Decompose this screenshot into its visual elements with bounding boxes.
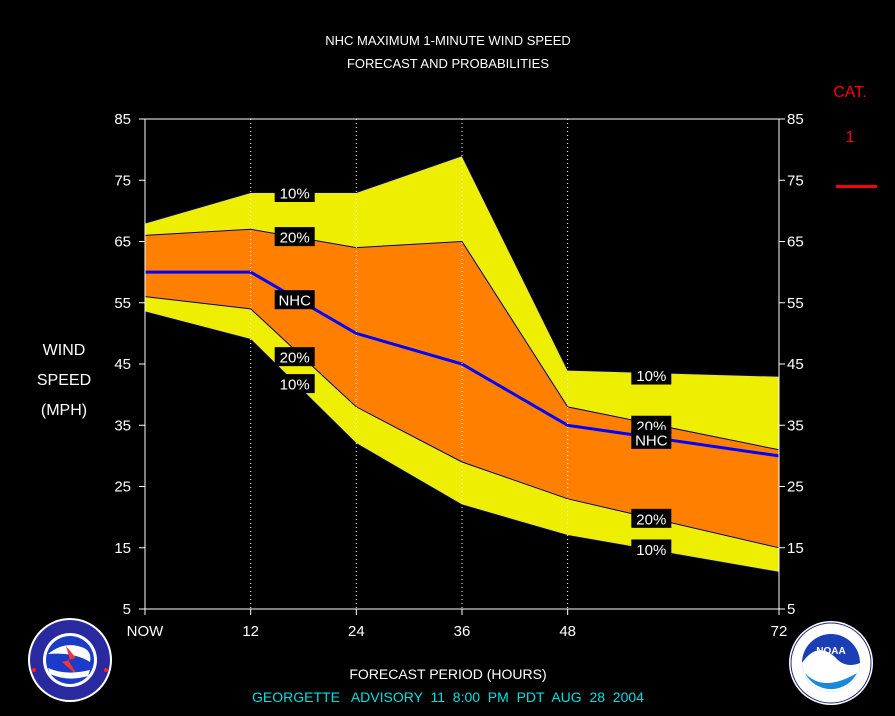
lower-10-edge: [144, 311, 780, 573]
x-gridlines: [250, 119, 569, 609]
band-label: 10%: [280, 377, 310, 394]
y-tick-label-left: 65: [114, 234, 131, 251]
y-tick-label-right: 85: [787, 111, 804, 128]
band-label: 20%: [280, 230, 310, 247]
upper-10-edge: [144, 155, 780, 377]
nhc-forecast-line: [145, 270, 780, 458]
x-tick-label: 72: [771, 623, 788, 640]
band-label-box: [631, 429, 672, 449]
y-tick-label-left: 15: [114, 540, 131, 557]
y-tick-label-left: 25: [114, 479, 131, 496]
y-tick-label-right: 5: [787, 601, 795, 618]
y-axis-label-line1: WIND: [43, 342, 86, 359]
band-label-box: [631, 539, 672, 559]
x-tick-label: 36: [454, 623, 471, 640]
band-label-box: [274, 374, 315, 394]
x-tick-label: NOW: [127, 623, 165, 640]
x-tick-label: 12: [242, 623, 259, 640]
band-label-box: [274, 290, 315, 310]
x-tick-label: 48: [559, 623, 576, 640]
band-label-box: [274, 347, 315, 367]
band-edges: [144, 155, 780, 573]
band-label: 10%: [280, 186, 310, 203]
chart-title-line2: FORECAST AND PROBABILITIES: [347, 56, 549, 71]
band-label: 10%: [636, 368, 666, 385]
noaa-logo: NOAA: [789, 621, 873, 705]
x-tick-label: 24: [348, 623, 365, 640]
band-label-box: [274, 227, 315, 247]
y-axis-label-line2: SPEED: [37, 372, 91, 389]
band-label: 20%: [280, 350, 310, 367]
y-tick-label-left: 5: [123, 601, 131, 618]
y-axis-label-line3: (MPH): [41, 402, 87, 419]
y-tick-label-right: 15: [787, 540, 804, 557]
y-tick-label-left: 35: [114, 417, 131, 434]
y-tick-label-right: 55: [787, 295, 804, 312]
lower-20-edge: [144, 296, 780, 549]
y-tick-label-right: 65: [787, 234, 804, 251]
national-weather-service-logo: [28, 618, 112, 702]
band-label-box: [274, 183, 315, 202]
noaa-logo-text: NOAA: [816, 646, 845, 657]
band-label: NHC: [635, 432, 668, 449]
y-tick-label-left: 75: [114, 172, 131, 189]
y-tick-label-left: 55: [114, 295, 131, 312]
y-tick-label-left: 45: [114, 356, 131, 373]
x-axis-ticks: NOW 12 24 36 48 72: [127, 609, 788, 640]
chart-title-line1: NHC MAXIMUM 1-MINUTE WIND SPEED: [325, 33, 571, 48]
y-tick-label-right: 75: [787, 172, 804, 189]
advisory-footer: GEORGETTE ADVISORY 11 8:00 PM PDT AUG 28…: [252, 689, 644, 705]
band-label-box: [631, 365, 672, 385]
category-number: 1: [846, 129, 855, 146]
band-label: 10%: [636, 542, 666, 559]
category-marker: [836, 185, 877, 188]
band-label: 20%: [636, 511, 666, 528]
y-tick-label-right: 35: [787, 417, 804, 434]
category-title: CAT.: [833, 84, 866, 101]
y-tick-label-left: 85: [114, 111, 131, 128]
band-label-box: [631, 508, 672, 528]
upper-20-edge: [144, 228, 780, 451]
y-tick-label-right: 45: [787, 356, 804, 373]
band-label: NHC: [278, 293, 311, 310]
x-axis-label: FORECAST PERIOD (HOURS): [349, 666, 546, 682]
y-tick-label-right: 25: [787, 479, 804, 496]
